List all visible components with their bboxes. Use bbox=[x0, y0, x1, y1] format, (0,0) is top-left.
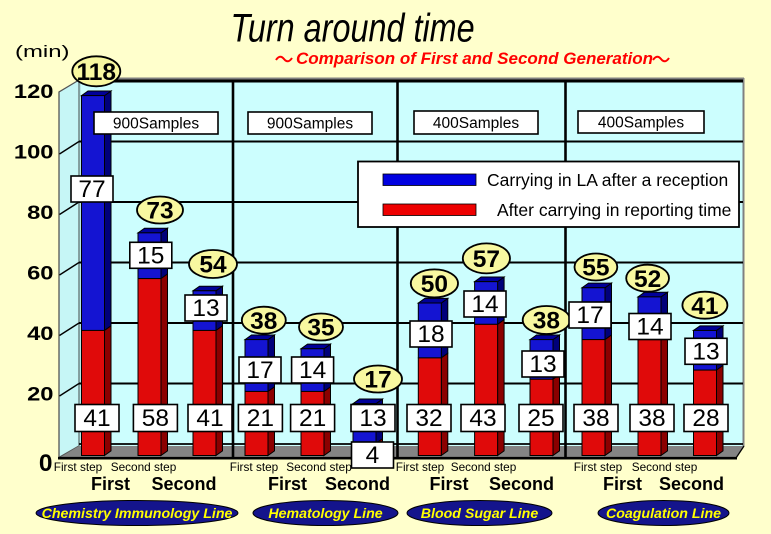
svg-text:0: 0 bbox=[39, 450, 53, 477]
svg-text:40: 40 bbox=[27, 323, 53, 344]
svg-text:13: 13 bbox=[192, 295, 219, 322]
svg-text:58: 58 bbox=[142, 405, 169, 432]
svg-text:35: 35 bbox=[307, 315, 334, 342]
svg-text:Chemistry Immunology Line: Chemistry Immunology Line bbox=[42, 506, 233, 522]
svg-text:55: 55 bbox=[582, 255, 609, 282]
svg-text:17: 17 bbox=[576, 302, 603, 329]
svg-text:After carrying in reporting ti: After carrying in reporting time bbox=[497, 200, 731, 220]
svg-text:120: 120 bbox=[14, 81, 54, 102]
svg-text:118: 118 bbox=[77, 59, 117, 86]
svg-text:52: 52 bbox=[634, 266, 661, 293]
svg-text:900Samples: 900Samples bbox=[267, 116, 353, 133]
svg-text:50: 50 bbox=[421, 271, 448, 298]
svg-text:41: 41 bbox=[691, 293, 718, 320]
svg-text:13: 13 bbox=[359, 405, 386, 432]
svg-text:77: 77 bbox=[78, 176, 105, 203]
svg-text:Second: Second bbox=[151, 474, 216, 494]
svg-text:13: 13 bbox=[692, 338, 719, 365]
svg-text:80: 80 bbox=[27, 202, 53, 223]
svg-text:Second: Second bbox=[659, 474, 724, 494]
svg-text:400Samples: 400Samples bbox=[598, 115, 684, 132]
svg-text:17: 17 bbox=[246, 357, 273, 384]
svg-text:54: 54 bbox=[199, 252, 227, 279]
svg-text:38: 38 bbox=[250, 308, 277, 335]
svg-text:Coagulation Line: Coagulation Line bbox=[606, 506, 721, 522]
svg-text:(min): (min) bbox=[15, 43, 69, 61]
svg-text:14: 14 bbox=[471, 291, 498, 318]
svg-text:First step: First step bbox=[396, 460, 445, 474]
svg-text:First: First bbox=[91, 474, 130, 494]
svg-text:57: 57 bbox=[473, 246, 500, 273]
svg-text:43: 43 bbox=[469, 405, 496, 432]
svg-text:73: 73 bbox=[146, 198, 173, 225]
svg-text:First step: First step bbox=[574, 460, 623, 474]
svg-text:14: 14 bbox=[299, 357, 326, 384]
svg-text:60: 60 bbox=[27, 263, 53, 284]
svg-text:Second: Second bbox=[325, 474, 390, 494]
svg-text:Carrying in LA after a recepti: Carrying in LA after a reception bbox=[487, 170, 728, 190]
svg-text:17: 17 bbox=[364, 367, 391, 394]
svg-text:38: 38 bbox=[638, 405, 665, 432]
svg-text:Second: Second bbox=[489, 474, 554, 494]
svg-text:Second step: Second step bbox=[286, 460, 352, 474]
svg-text:14: 14 bbox=[636, 314, 663, 341]
svg-text:15: 15 bbox=[137, 242, 164, 269]
svg-text:Second step: Second step bbox=[111, 460, 177, 474]
svg-text:20: 20 bbox=[27, 384, 53, 405]
svg-text:First: First bbox=[603, 474, 642, 494]
svg-text:32: 32 bbox=[415, 405, 442, 432]
svg-text:Turn around time: Turn around time bbox=[231, 5, 475, 50]
svg-text:Hematology Line: Hematology Line bbox=[268, 506, 382, 522]
svg-text:28: 28 bbox=[692, 405, 719, 432]
svg-text:18: 18 bbox=[417, 321, 444, 348]
svg-text:41: 41 bbox=[196, 405, 223, 432]
svg-text:900Samples: 900Samples bbox=[113, 116, 199, 133]
svg-text:Comparison of First and Second: Comparison of First and Second Generatio… bbox=[296, 49, 653, 68]
svg-text:21: 21 bbox=[247, 405, 274, 432]
svg-text:38: 38 bbox=[582, 405, 609, 432]
svg-text:21: 21 bbox=[299, 405, 326, 432]
svg-text:41: 41 bbox=[83, 405, 110, 432]
svg-text:First step: First step bbox=[230, 460, 279, 474]
svg-text:First: First bbox=[429, 474, 468, 494]
svg-text:4: 4 bbox=[366, 442, 380, 469]
svg-text:Blood Sugar Line: Blood Sugar Line bbox=[421, 506, 539, 522]
svg-text:First: First bbox=[268, 474, 307, 494]
svg-text:25: 25 bbox=[527, 405, 554, 432]
svg-text:First step: First step bbox=[54, 460, 103, 474]
svg-text:Second step: Second step bbox=[632, 460, 698, 474]
svg-text:38: 38 bbox=[533, 308, 560, 335]
svg-text:Second step: Second step bbox=[451, 460, 517, 474]
svg-text:13: 13 bbox=[529, 351, 556, 378]
svg-text:400Samples: 400Samples bbox=[433, 115, 519, 132]
svg-text:100: 100 bbox=[14, 142, 54, 163]
